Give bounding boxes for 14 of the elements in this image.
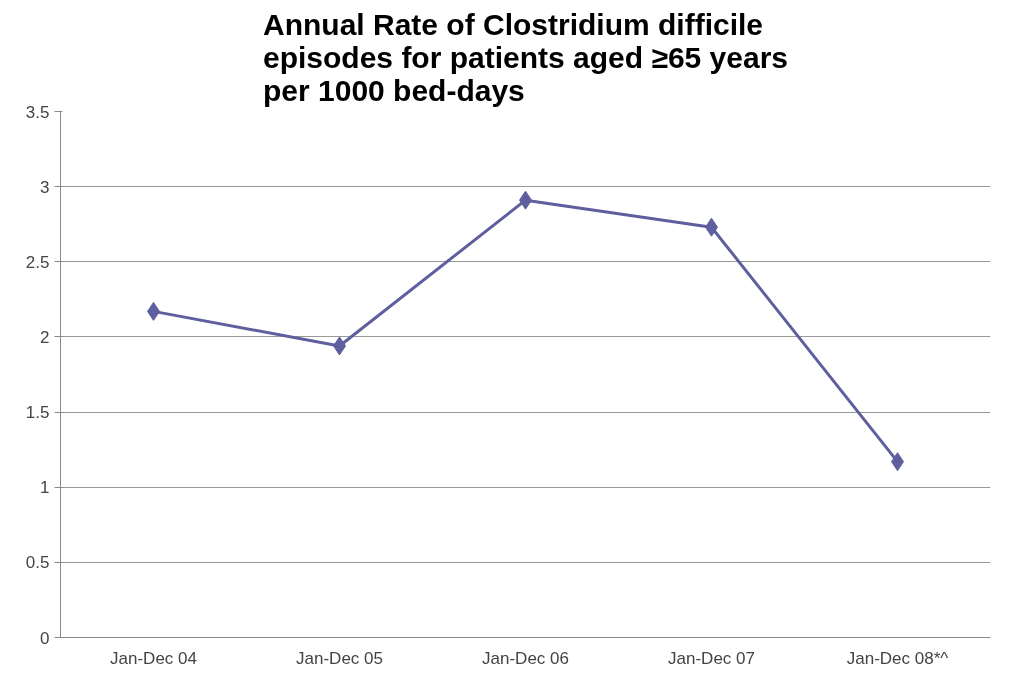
x-tick-label: Jan-Dec 04: [110, 648, 197, 668]
y-tick-label: 3.5: [25, 102, 50, 122]
x-tick-label: Jan-Dec 06: [482, 648, 569, 668]
y-tick-label: 3: [40, 177, 50, 197]
x-tick-label: Jan-Dec 08*^: [846, 648, 949, 668]
y-tick-label: 2: [40, 327, 50, 347]
y-tick-label: 2.5: [25, 252, 50, 272]
y-tick-label: 0.5: [25, 553, 50, 573]
y-tick-label: 1: [40, 478, 50, 498]
x-tick-label: Jan-Dec 05: [296, 648, 383, 668]
x-tick-label: Jan-Dec 07: [668, 648, 755, 668]
y-tick-label: 1.5: [25, 403, 50, 423]
y-tick-label: 0: [40, 628, 50, 648]
chart-title: Annual Rate of Clostridium difficile episodes for patients aged ≥65 years per 1000 bed-days: [263, 7, 788, 107]
